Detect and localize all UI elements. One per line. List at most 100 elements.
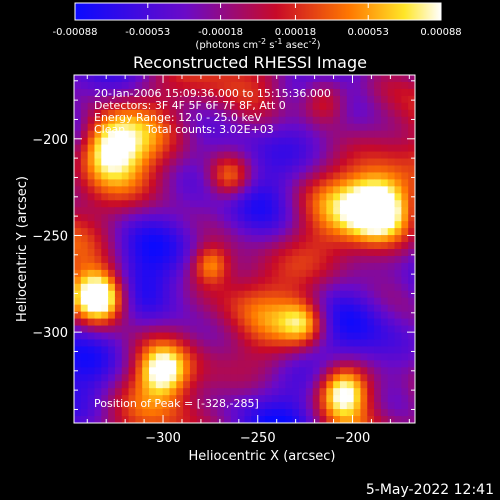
heatmap-cell [319, 242, 327, 250]
heatmap-cell [374, 318, 382, 327]
heatmap-cell [101, 242, 109, 250]
heatmap-cell [333, 186, 341, 194]
heatmap-cell [319, 416, 327, 423]
heatmap-cell [408, 151, 415, 160]
heatmap-cell [285, 158, 293, 167]
heatmap-cell [196, 381, 205, 389]
heatmap-cell [183, 304, 191, 313]
heatmap-cell [203, 88, 211, 97]
heatmap-cell [305, 409, 314, 417]
heatmap-cell [155, 158, 164, 167]
heatmap-cell [326, 325, 334, 334]
heatmap-cell [401, 200, 409, 208]
heatmap-cell [326, 332, 334, 341]
heatmap-cell [108, 123, 116, 132]
heatmap-cell [285, 144, 293, 153]
heatmap-cell [80, 109, 89, 118]
heatmap-cell [299, 75, 307, 83]
heatmap-cell [353, 88, 362, 97]
heatmap-cell [149, 207, 157, 215]
heatmap-cell [264, 81, 273, 90]
heatmap-cell [183, 367, 191, 375]
heatmap-cell [189, 381, 198, 389]
heatmap-cell [251, 346, 259, 354]
heatmap-cell [128, 297, 136, 306]
heatmap-cell [346, 144, 355, 153]
heatmap-cell [155, 367, 164, 375]
heatmap-cell [108, 262, 116, 271]
heatmap-cell [149, 325, 157, 334]
heatmap-cell [155, 409, 164, 417]
heatmap-cell [237, 416, 246, 423]
heatmap-cell [305, 214, 314, 222]
heatmap-cell [230, 193, 239, 201]
heatmap-cell [401, 339, 409, 348]
heatmap-cell [74, 242, 82, 250]
heatmap-cell [108, 360, 116, 368]
heatmap-cell [374, 374, 382, 382]
heatmap-cell [162, 109, 171, 118]
heatmap-cell [339, 200, 348, 208]
heatmap-cell [128, 116, 136, 125]
heatmap-cell [278, 200, 287, 208]
heatmap-cell [121, 228, 130, 236]
heatmap-cell [299, 255, 307, 264]
heatmap-cell [196, 346, 205, 354]
heatmap-cell [312, 130, 321, 139]
heatmap-cell [333, 123, 341, 132]
heatmap-cell [360, 269, 368, 278]
heatmap-cell [292, 249, 300, 257]
heatmap-cell [271, 144, 280, 153]
heatmap-cell [169, 144, 177, 153]
heatmap-cell [258, 235, 266, 243]
heatmap-cell [264, 409, 273, 417]
heatmap-cell [326, 88, 334, 97]
heatmap-cell [346, 346, 355, 354]
heatmap-cell [305, 116, 314, 125]
heatmap-cell [299, 325, 307, 334]
heatmap-cell [94, 88, 102, 97]
heatmap-cell [326, 172, 334, 180]
heatmap-cell [408, 262, 415, 271]
heatmap-cell [162, 102, 171, 111]
heatmap-cell [80, 290, 89, 299]
colorbar-unit-label: (photons cm-2 s-1 asec-2) [195, 37, 320, 51]
heatmap-cell [394, 276, 402, 285]
heatmap-cell [380, 151, 389, 160]
heatmap-cell [339, 325, 348, 334]
heatmap-cell [162, 402, 171, 410]
heatmap-cell [230, 214, 239, 222]
heatmap-cell [244, 172, 252, 180]
heatmap-cell [271, 374, 280, 382]
heatmap-cell [367, 311, 375, 320]
heatmap-cell [305, 165, 314, 174]
heatmap-cell [80, 388, 89, 396]
heatmap-cell [149, 158, 157, 167]
heatmap-cell [128, 200, 136, 208]
heatmap-cell [264, 402, 273, 410]
heatmap-cell [408, 172, 415, 180]
heatmap-cell [74, 137, 82, 146]
heatmap-cell [374, 88, 382, 97]
heatmap-cell [367, 304, 375, 313]
heatmap-cell [149, 179, 157, 187]
heatmap-cell [135, 172, 143, 180]
heatmap-cell [237, 269, 246, 278]
heatmap-cell [360, 75, 368, 83]
heatmap-cell [155, 276, 164, 285]
heatmap-cell [285, 102, 293, 111]
heatmap-cell [162, 81, 171, 90]
heatmap-cell [162, 276, 171, 285]
heatmap-cell [210, 276, 218, 285]
heatmap-cell [353, 249, 362, 257]
heatmap-cell [230, 151, 239, 160]
heatmap-cell [312, 353, 321, 361]
heatmap-cell [230, 276, 239, 285]
heatmap-cell [224, 297, 232, 306]
heatmap-cell [108, 416, 116, 423]
heatmap-cell [244, 304, 252, 313]
heatmap-cell [264, 88, 273, 97]
heatmap-cell [183, 346, 191, 354]
heatmap-cell [101, 207, 109, 215]
heatmap-cell [374, 402, 382, 410]
